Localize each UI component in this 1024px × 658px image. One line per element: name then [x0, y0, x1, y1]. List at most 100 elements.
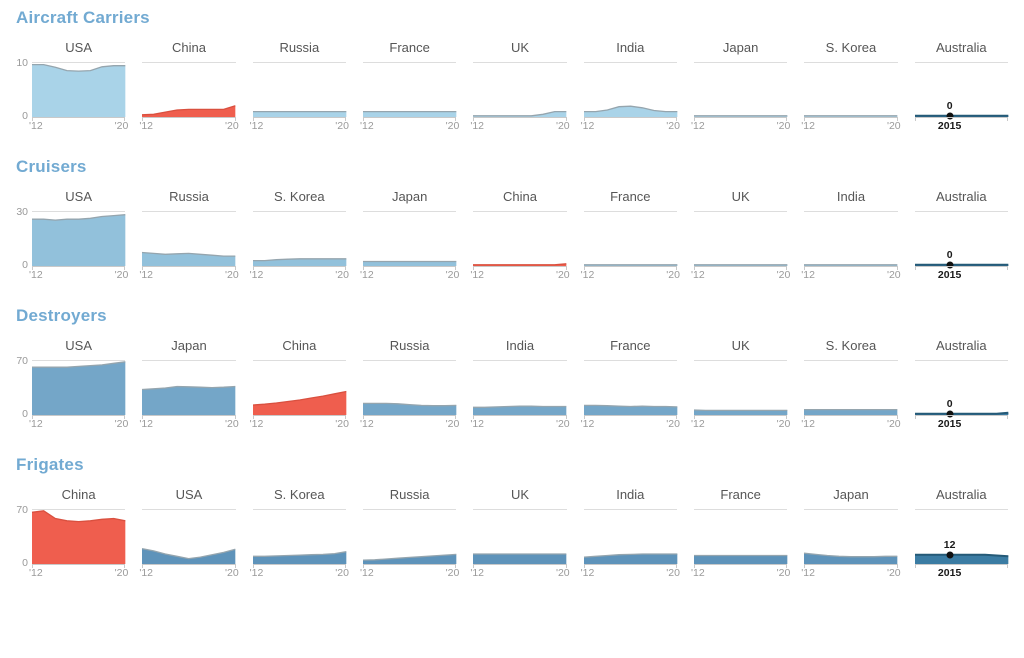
- tooltip-value-label: 12: [943, 538, 956, 551]
- area-chart[interactable]: [804, 211, 898, 266]
- area-chart[interactable]: 0: [914, 62, 1008, 120]
- tooltip-value-label: 0: [946, 397, 953, 410]
- area-chart[interactable]: [142, 211, 236, 266]
- area-series-usa[interactable]: [32, 63, 126, 117]
- x-start-label: '12: [801, 567, 815, 579]
- area-series-russia[interactable]: [362, 361, 456, 415]
- area-chart[interactable]: 70 0: [16, 356, 125, 419]
- area-series-japan[interactable]: [142, 361, 235, 415]
- area-chart[interactable]: [804, 62, 898, 117]
- area-chart[interactable]: [693, 509, 788, 564]
- area-series-japan[interactable]: [693, 63, 788, 117]
- area-series-russia[interactable]: [363, 510, 456, 564]
- area-series-s-korea[interactable]: [252, 212, 346, 266]
- area-chart[interactable]: [362, 360, 456, 415]
- area-series-france[interactable]: [693, 510, 788, 564]
- area-series-china[interactable]: [32, 510, 125, 564]
- area-chart[interactable]: [804, 509, 898, 564]
- area-series-india[interactable]: [584, 510, 677, 564]
- area-series-usa[interactable]: [32, 212, 125, 266]
- area-chart[interactable]: 0: [914, 211, 1008, 269]
- area-series-s-korea[interactable]: [804, 63, 898, 117]
- area-series-india[interactable]: [473, 361, 567, 415]
- area-series-russia[interactable]: [252, 63, 346, 117]
- section-title: Aircraft Carriers: [16, 8, 150, 27]
- tooltip-marker-dot[interactable]: [946, 410, 954, 418]
- area-series-uk[interactable]: [694, 361, 788, 415]
- area-chart[interactable]: [693, 62, 788, 117]
- area-chart[interactable]: [694, 360, 788, 415]
- area-chart[interactable]: [804, 360, 898, 415]
- area-chart[interactable]: [583, 360, 677, 415]
- area-chart[interactable]: [252, 509, 346, 564]
- area-series-india[interactable]: [583, 63, 677, 117]
- area-chart[interactable]: 10 0: [16, 58, 126, 121]
- area-series-india[interactable]: [804, 212, 898, 266]
- chart-cell-usa: USA 10 0'12 '20: [16, 40, 128, 132]
- area-chart[interactable]: [142, 509, 235, 564]
- area-series-uk[interactable]: [473, 63, 567, 117]
- section-title: Frigates: [16, 455, 84, 474]
- area-chart[interactable]: [252, 211, 346, 266]
- area-chart[interactable]: 30 0: [16, 207, 125, 270]
- tooltip-value-label: 0: [946, 99, 953, 112]
- area-series-japan[interactable]: [804, 510, 898, 564]
- area-top-line: [915, 413, 1008, 414]
- chart-cell-china: China '12 '20: [250, 338, 349, 430]
- area-series-france[interactable]: [362, 63, 457, 117]
- area-chart[interactable]: [583, 62, 677, 117]
- tooltip-marker-dot[interactable]: [946, 112, 954, 120]
- x-start-label: '12: [359, 418, 374, 430]
- area-chart[interactable]: [693, 211, 788, 266]
- area-series-france[interactable]: [583, 361, 677, 415]
- tooltip-marker-dot[interactable]: [946, 261, 954, 269]
- area-chart[interactable]: [473, 360, 567, 415]
- area-fill: [914, 554, 1008, 564]
- area-series-france[interactable]: [583, 212, 677, 266]
- area-chart[interactable]: [473, 62, 567, 117]
- area-series-s-korea[interactable]: [804, 361, 898, 415]
- area-chart[interactable]: [142, 62, 235, 117]
- x-end-label: '20: [445, 269, 460, 281]
- area-series-australia[interactable]: [914, 361, 1008, 415]
- area-series-australia[interactable]: [914, 63, 1008, 117]
- x-start-label: '12: [359, 567, 374, 579]
- area-chart[interactable]: 70 0: [16, 505, 125, 568]
- area-chart[interactable]: [362, 211, 457, 266]
- area-chart[interactable]: [142, 360, 235, 415]
- area-series-china[interactable]: [473, 212, 566, 266]
- area-chart[interactable]: [253, 360, 346, 415]
- area-chart[interactable]: 0: [914, 360, 1008, 418]
- x-axis-line: [693, 415, 788, 419]
- x-axis-line: [32, 117, 126, 121]
- area-series-s-korea[interactable]: [252, 510, 346, 564]
- area-chart[interactable]: [252, 62, 346, 117]
- area-chart[interactable]: [362, 62, 457, 117]
- area-series-china[interactable]: [142, 63, 235, 117]
- area-chart[interactable]: 12: [914, 509, 1008, 564]
- area-series-uk[interactable]: [473, 510, 567, 564]
- x-axis-labels: '12 '20: [801, 419, 900, 430]
- chart-cell-india: India '12 '20: [801, 189, 900, 281]
- area-chart[interactable]: [583, 211, 677, 266]
- area-series-usa[interactable]: [32, 361, 125, 415]
- x-end-label: '20: [886, 120, 901, 132]
- area-fill: [362, 261, 457, 266]
- area-series-usa[interactable]: [142, 510, 235, 564]
- area-chart[interactable]: [473, 509, 567, 564]
- area-chart[interactable]: [473, 211, 566, 266]
- x-axis-labels: '12 '20: [250, 270, 349, 281]
- area-series-australia[interactable]: [914, 212, 1008, 266]
- area-fill: [693, 555, 788, 564]
- country-label: Russia: [389, 338, 430, 353]
- area-series-china[interactable]: [253, 361, 346, 415]
- area-series-uk[interactable]: [693, 212, 788, 266]
- area-series-russia[interactable]: [142, 212, 236, 266]
- area-series-australia[interactable]: [914, 510, 1008, 564]
- tooltip-marker-dot[interactable]: [946, 551, 954, 559]
- area-series-japan[interactable]: [362, 212, 457, 266]
- country-label: India: [616, 487, 645, 502]
- chart-cell-japan: Japan '12 '20: [360, 189, 459, 281]
- area-chart[interactable]: [584, 509, 677, 564]
- area-chart[interactable]: [363, 509, 456, 564]
